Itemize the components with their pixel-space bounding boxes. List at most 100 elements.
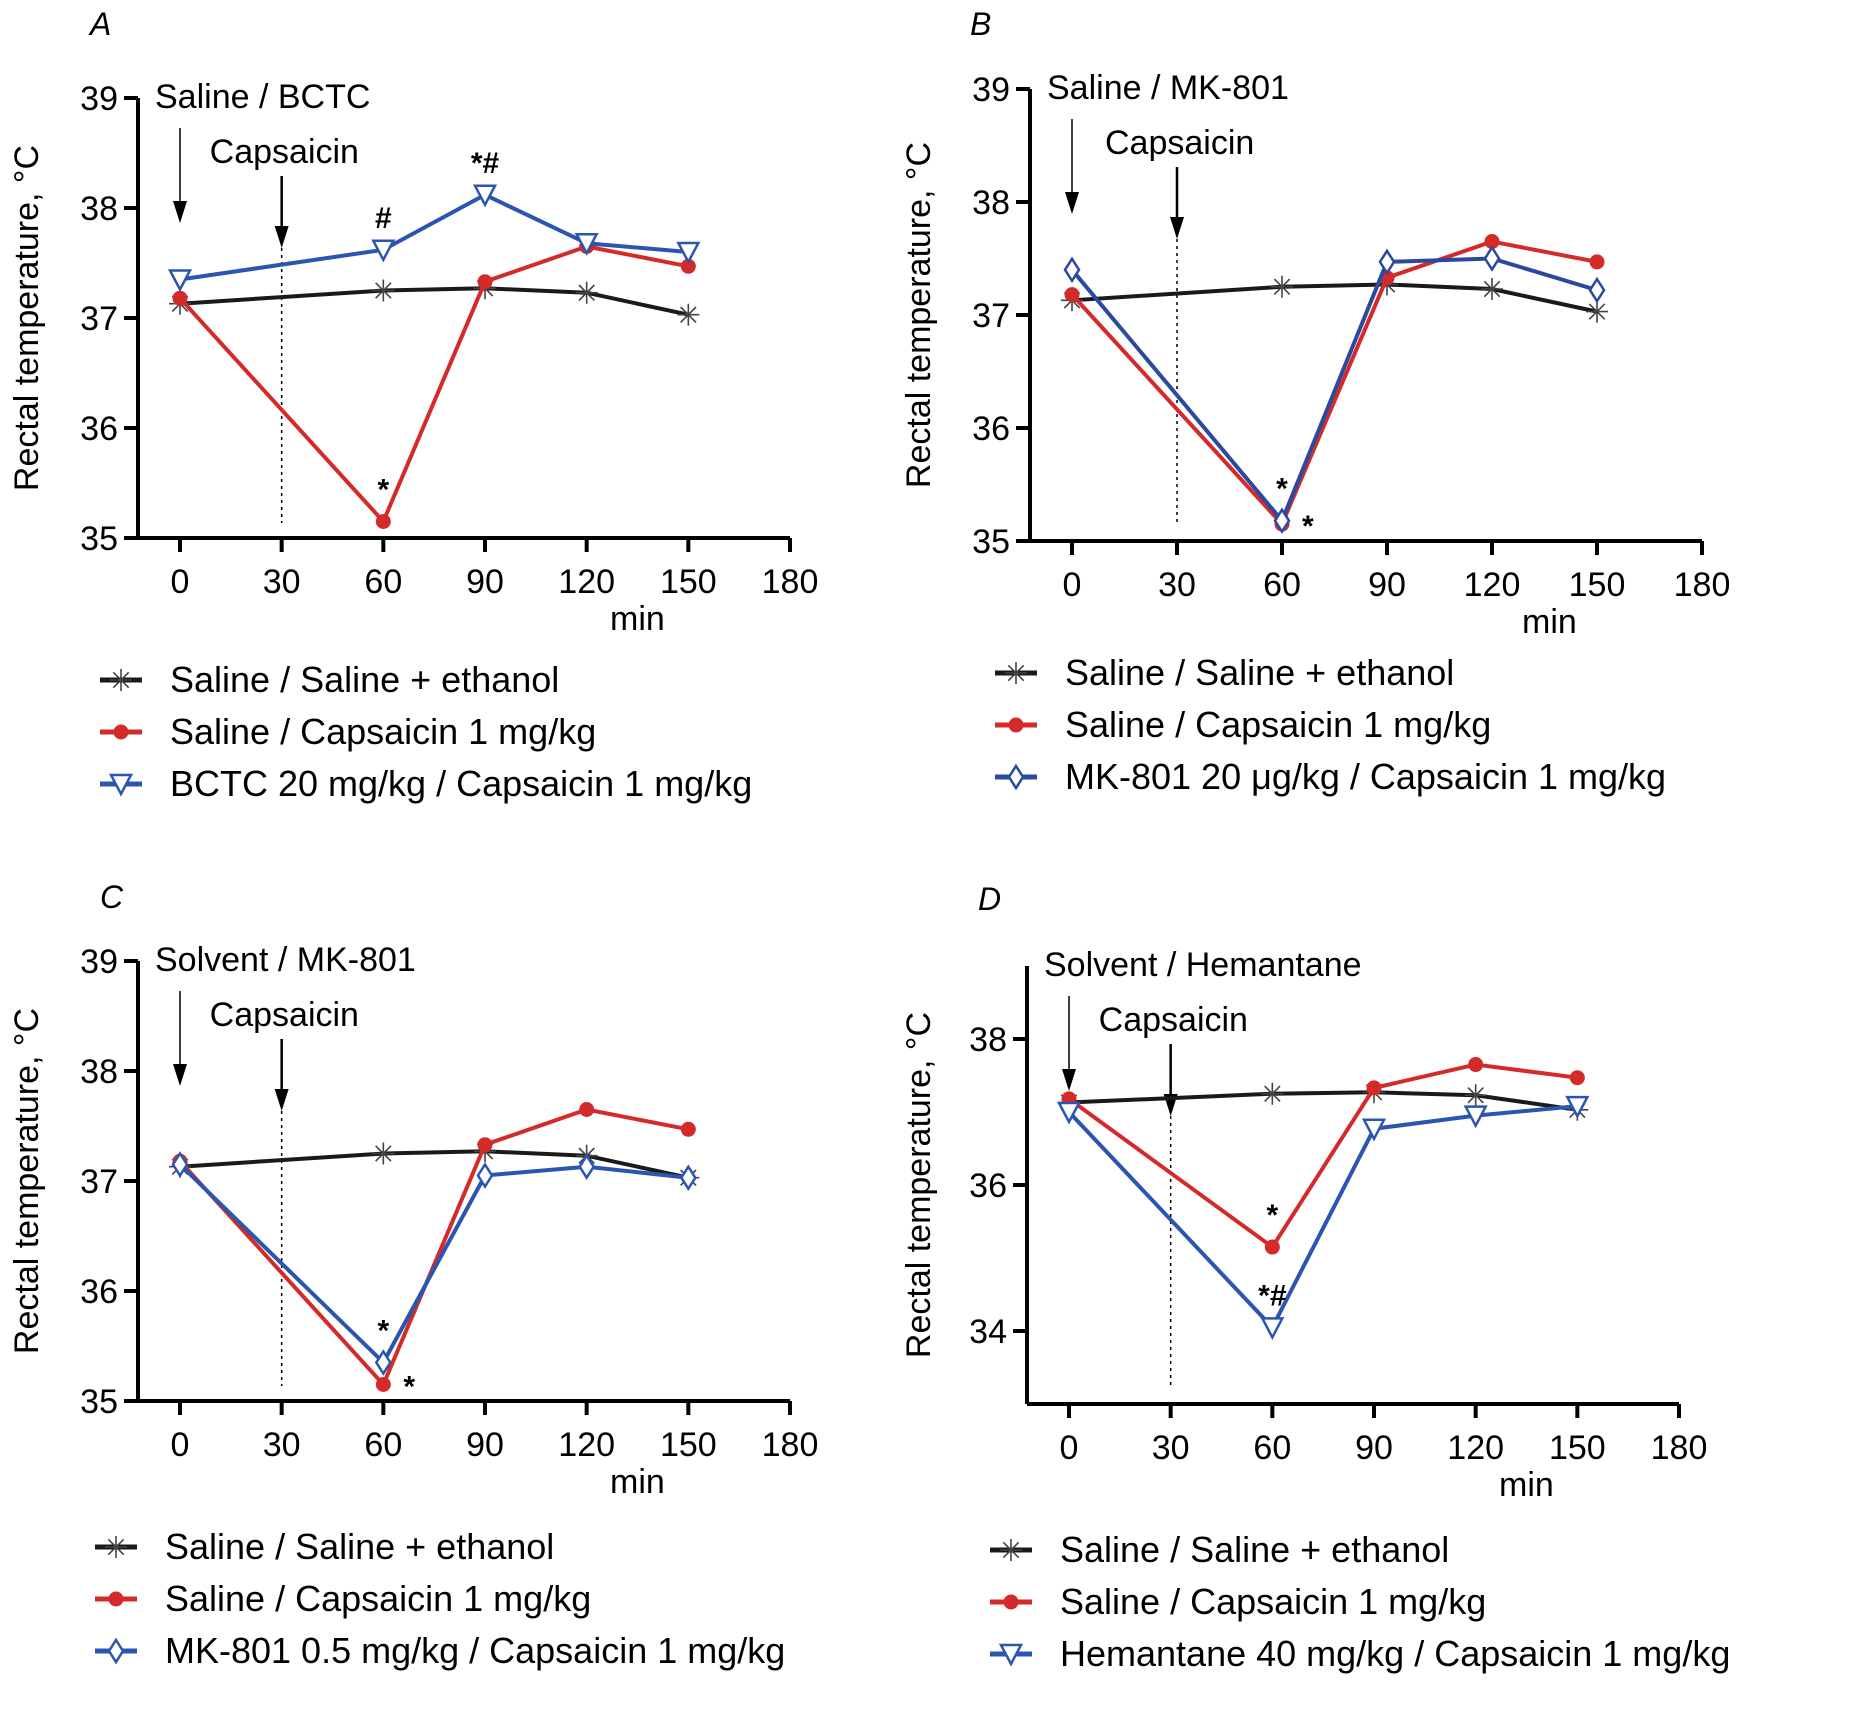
chart-panel-d: D 34 36 38 0 30 60 90 120 150 180 min Rectal tempera… (900, 881, 1730, 1674)
significance-mark: *# (1258, 1279, 1287, 1312)
y-tick-label: 36 (80, 1273, 118, 1311)
data-point (372, 1142, 395, 1165)
y-tick-label: 37 (80, 1163, 118, 1201)
legend-marker (107, 1637, 125, 1665)
x-axis-label: min (1522, 603, 1577, 641)
data-point (1063, 256, 1081, 284)
data-point (1464, 1084, 1487, 1107)
legend-entry: MK-801 0.5 mg/kg / Capsaicin 1 mg/kg (95, 1630, 785, 1671)
y-tick-label: 39 (80, 943, 118, 981)
series-line (179, 1149, 689, 1180)
series-2 (167, 184, 701, 293)
data-point (167, 269, 193, 293)
data-point (680, 258, 696, 274)
legend-marker (998, 1643, 1024, 1667)
y-tick-label: 35 (972, 523, 1010, 561)
series-0 (1058, 1081, 1589, 1121)
legend-marker (1008, 717, 1024, 733)
legend-label: Saline / Capsaicin 1 mg/kg (1060, 1581, 1486, 1622)
series-1 (1064, 234, 1605, 532)
y-tick-label: 39 (80, 80, 118, 118)
series-1 (172, 1102, 696, 1392)
panel-letter: C (100, 879, 124, 915)
panel-letter: D (978, 881, 1001, 917)
significance-mark: * (403, 1371, 415, 1404)
x-tick-label: 180 (1651, 1429, 1708, 1467)
x-tick-label: 90 (466, 1426, 504, 1464)
significance-mark: * (377, 474, 389, 507)
legend-marker (108, 1591, 124, 1607)
series-0 (169, 277, 700, 326)
x-tick-label: 60 (1253, 1429, 1291, 1467)
data-point (375, 514, 391, 529)
annotation-pretreatment: Saline / MK-801 (1047, 69, 1289, 107)
legend-label: Saline / Saline + ethanol (165, 1526, 554, 1567)
legend-entry: Saline / Capsaicin 1 mg/kg (990, 1581, 1486, 1622)
x-tick-label: 150 (1569, 566, 1626, 604)
legend-label: Saline / Capsaicin 1 mg/kg (165, 1578, 591, 1619)
y-tick-label: 36 (972, 410, 1010, 448)
data-point (677, 303, 700, 326)
data-point (1261, 1082, 1284, 1105)
legend-marker (1000, 1539, 1022, 1561)
y-tick-label: 35 (80, 1383, 118, 1421)
y-tick-label: 38 (972, 184, 1010, 222)
x-tick-label: 120 (1464, 566, 1521, 604)
legend-label: Hemantane 40 mg/kg / Capsaicin 1 mg/kg (1060, 1633, 1730, 1674)
y-tick-label: 37 (80, 300, 118, 338)
legend-label: Saline / Capsaicin 1 mg/kg (1065, 704, 1491, 745)
x-tick-label: 90 (466, 563, 504, 601)
y-tick-label: 38 (80, 1053, 118, 1091)
annotation-capsaicin: Capsaicin (210, 996, 359, 1034)
x-tick-label: 60 (364, 1426, 402, 1464)
series-line (1068, 1090, 1578, 1112)
legend-marker (1005, 662, 1027, 684)
y-tick-label: 37 (972, 297, 1010, 335)
series-2 (1063, 245, 1606, 534)
arrow-head (173, 201, 187, 223)
data-point (372, 279, 395, 302)
significance-mark: *# (471, 147, 500, 180)
series-0 (169, 1140, 700, 1189)
y-axis-label: Rectal temperature, °C (900, 1012, 938, 1358)
x-tick-label: 0 (171, 1426, 190, 1464)
data-point (1484, 234, 1500, 250)
legend-label: MK-801 0.5 mg/kg / Capsaicin 1 mg/kg (165, 1630, 785, 1671)
legend-label: Saline / Capsaicin 1 mg/kg (170, 711, 596, 752)
legend-entry: Saline / Saline + ethanol (100, 659, 559, 700)
data-point (578, 1153, 596, 1181)
x-tick-label: 150 (660, 1426, 717, 1464)
x-axis-label: min (610, 600, 665, 638)
data-point (1565, 1095, 1590, 1119)
data-point (477, 274, 493, 290)
data-point (1056, 1101, 1082, 1125)
legend-label: Saline / Saline + ethanol (170, 659, 559, 700)
x-tick-label: 60 (1263, 566, 1301, 604)
series-line (179, 286, 689, 317)
x-tick-label: 30 (263, 563, 301, 601)
significance-mark: # (375, 202, 392, 235)
arrow-head (1170, 217, 1184, 239)
series-2 (1056, 1095, 1590, 1341)
data-point (1468, 1057, 1484, 1073)
x-tick-label: 120 (1447, 1429, 1504, 1467)
y-tick-label: 34 (969, 1313, 1007, 1351)
x-tick-label: 90 (1355, 1429, 1393, 1467)
x-tick-label: 150 (660, 563, 717, 601)
panel-letter: A (88, 6, 111, 42)
x-tick-label: 0 (171, 563, 190, 601)
annotation-pretreatment: Saline / BCTC (155, 78, 370, 116)
y-tick-label: 38 (80, 190, 118, 228)
legend-marker (113, 724, 129, 740)
legend-marker (108, 773, 134, 797)
y-axis-label: Rectal temperature, °C (900, 142, 938, 488)
x-tick-label: 30 (1152, 1429, 1190, 1467)
data-point (574, 232, 599, 256)
series-1 (172, 239, 696, 529)
x-tick-label: 180 (1674, 566, 1731, 604)
data-point (172, 290, 188, 306)
x-tick-label: 30 (1158, 566, 1196, 604)
data-point (1366, 1080, 1382, 1096)
x-tick-label: 120 (558, 1426, 615, 1464)
